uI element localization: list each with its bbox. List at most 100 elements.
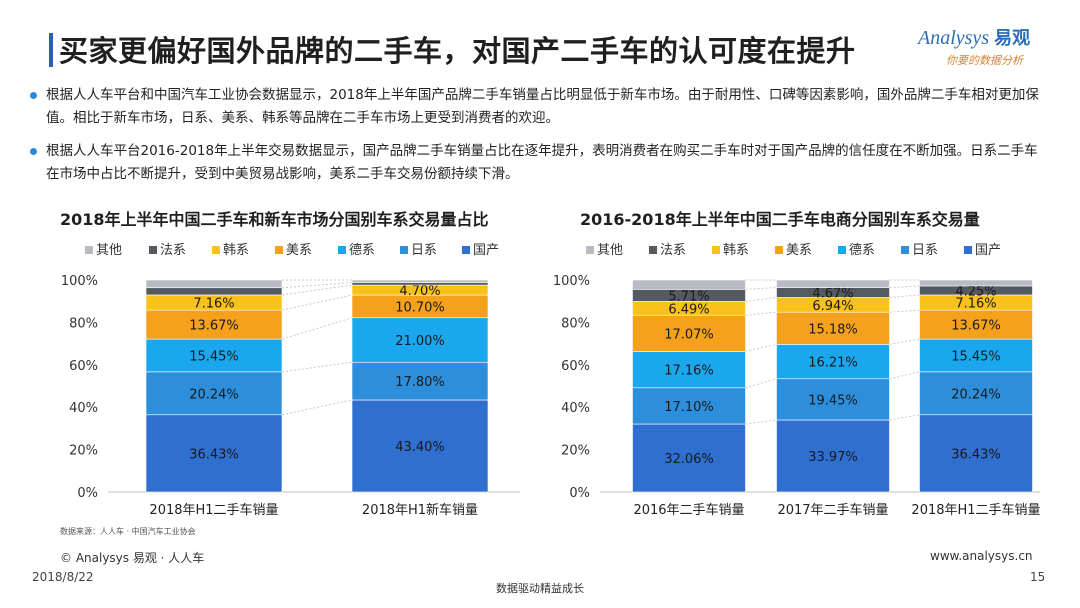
y-tick-label: 80% (69, 316, 98, 331)
bar-segment-其他 (919, 279, 1033, 287)
data-label: 21.00% (395, 334, 445, 349)
connector-line (281, 317, 353, 340)
legend-swatch-韩系 (712, 246, 720, 254)
legend-label: 其他 (597, 243, 623, 258)
data-label: 33.97% (808, 450, 858, 465)
data-label: 4.70% (399, 284, 440, 299)
logo-wordmark: nalysys (930, 27, 990, 49)
connector-line (745, 378, 777, 389)
legend-label: 美系 (286, 243, 312, 258)
legend-label: 美系 (786, 243, 812, 258)
data-label: 19.45% (808, 393, 858, 408)
legend-swatch-国产 (462, 246, 470, 254)
legend-label: 韩系 (223, 243, 249, 258)
bar-segment-日系 (351, 361, 489, 401)
bar-segment-其他 (632, 279, 746, 290)
data-label: 17.10% (664, 400, 714, 415)
bar-segment-日系 (145, 371, 283, 416)
legend-label: 国产 (473, 243, 499, 258)
y-tick-label: 40% (69, 401, 98, 416)
logo-tagline: 你要的数据分析 (946, 54, 1023, 67)
bar-segment-德系 (351, 317, 489, 363)
connector-line (889, 414, 920, 421)
y-tick-label: 60% (69, 359, 98, 374)
data-label: 16.21% (808, 356, 858, 371)
bullet-text: 根据人人车平台和中国汽车工业协会数据显示，2018年上半年国产品牌二手车销量占比… (46, 87, 1039, 126)
legend-swatch-国产 (964, 246, 972, 254)
connector-line (745, 343, 777, 352)
data-label: 13.67% (189, 319, 239, 334)
bar-segment-国产 (919, 414, 1033, 493)
x-category-label: 2017年二手车销量 (777, 502, 888, 518)
bar-segment-国产 (351, 399, 489, 493)
legend-swatch-韩系 (212, 246, 220, 254)
legend-swatch-法系 (649, 246, 657, 254)
y-tick-label: 100% (553, 274, 590, 289)
x-category-label: 2016年二手车销量 (633, 502, 744, 518)
legend-swatch-德系 (838, 246, 846, 254)
legend-label: 日系 (411, 243, 437, 258)
bar-segment-德系 (145, 338, 283, 373)
bar-segment-国产 (632, 423, 746, 493)
legend-swatch-德系 (338, 246, 346, 254)
data-source-note: 数据来源：人人车 · 中国汽车工业协会 (60, 527, 196, 536)
y-tick-label: 100% (61, 274, 98, 289)
legend-label: 德系 (849, 243, 875, 258)
connector-line (745, 287, 777, 290)
bar-segment-美系 (145, 309, 283, 340)
bar-segment-法系 (145, 287, 283, 296)
bullet-dot-icon (30, 92, 37, 99)
legend-swatch-美系 (775, 246, 783, 254)
y-tick-label: 60% (561, 359, 590, 374)
connector-line (745, 296, 777, 302)
legend-label: 其他 (96, 243, 122, 258)
bullet-item-1: 根据人人车平台和中国汽车工业协会数据显示，2018年上半年国产品牌二手车销量占比… (30, 84, 1050, 130)
legend-label: 韩系 (723, 243, 749, 258)
bar-segment-日系 (776, 378, 890, 421)
legend-label: 国产 (975, 243, 1001, 258)
connector-line (745, 419, 777, 425)
data-label: 7.16% (955, 297, 996, 312)
data-label: 6.49% (668, 302, 709, 317)
footer-tagline: 数据驱动精益成长 (496, 582, 584, 595)
logo-prefix: A (918, 27, 931, 49)
bar-segment-国产 (145, 414, 283, 493)
bar-segment-美系 (919, 309, 1033, 340)
connector-line (281, 399, 353, 416)
bar-segment-德系 (919, 338, 1033, 373)
data-label: 20.24% (951, 387, 1001, 402)
data-label: 15.18% (808, 322, 858, 337)
logo-cn: 易观 (994, 28, 1031, 49)
slide-date: 2018/8/22 (32, 570, 94, 584)
data-label: 7.16% (193, 297, 234, 312)
title-accent-bar (49, 33, 53, 67)
bar-segment-美系 (632, 314, 746, 352)
copyright: © Analysys 易观 · 人人车 (60, 551, 205, 565)
data-label: 10.70% (395, 300, 445, 315)
data-label: 4.25% (955, 284, 996, 299)
y-tick-label: 0% (569, 486, 590, 501)
legend-swatch-其他 (85, 246, 93, 254)
bar-segment-其他 (351, 279, 489, 283)
chart-1-title: 2018年上半年中国二手车和新车市场分国别车系交易量占比 (60, 210, 489, 229)
data-label: 17.16% (664, 364, 714, 379)
x-category-label: 2018年H1新车销量 (362, 502, 478, 518)
connector-line (889, 285, 920, 289)
connector-line (745, 311, 777, 316)
data-label: 4.67% (812, 287, 853, 302)
bar-segment-美系 (776, 311, 890, 345)
website-link[interactable]: www.analysys.cn (930, 549, 1033, 563)
data-label: 20.24% (189, 387, 239, 402)
bullet-text: 根据人人车平台2016-2018年上半年交易数据显示，国产品牌二手车销量占比在逐… (46, 143, 1038, 182)
y-tick-label: 40% (561, 401, 590, 416)
data-label: 32.06% (664, 452, 714, 467)
data-label: 6.94% (812, 299, 853, 314)
data-label: 36.43% (951, 447, 1001, 462)
bar-segment-其他 (145, 279, 283, 289)
connector-line (889, 371, 920, 380)
x-category-label: 2018年H1二手车销量 (911, 502, 1040, 518)
connector-line (889, 309, 920, 313)
y-tick-label: 20% (69, 444, 98, 459)
bar-segment-其他 (776, 279, 890, 288)
